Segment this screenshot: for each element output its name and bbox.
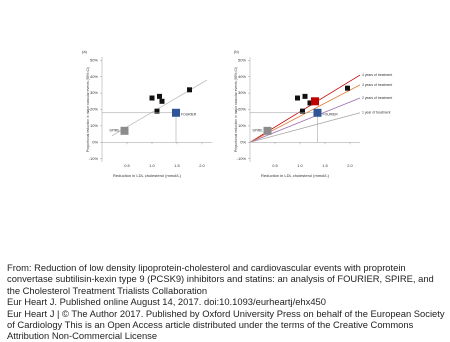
x-tick-label: 1.5 [174, 163, 180, 168]
y-tick-label: -10% [237, 156, 247, 161]
y-tick-label: 30% [90, 90, 98, 95]
y-tick-label: 20% [238, 107, 246, 112]
x-tick-label: 1.0 [297, 163, 303, 168]
point [307, 100, 313, 106]
point [172, 108, 180, 117]
point [345, 85, 350, 91]
point [311, 97, 319, 106]
y-tick-label: 0% [92, 139, 98, 144]
x-tick-label: 0.5 [124, 163, 130, 168]
point-label: FOURIER [181, 113, 197, 117]
point [120, 126, 129, 135]
y-tick-label: 10% [238, 123, 246, 128]
line-label: 1 year of treatment [362, 111, 391, 115]
x-tick-label: 1.0 [149, 163, 155, 168]
x-tick-label: 2.0 [199, 163, 205, 168]
caption-source: From: Reduction of low density lipoprote… [7, 262, 434, 296]
x-axis-label: Reduction in LDL cholesterol (mmol/L) [261, 173, 330, 178]
y-tick-label: 10% [90, 123, 98, 128]
chart-title: (a) [82, 49, 88, 54]
x-tick-label: 1.5 [322, 163, 328, 168]
point [187, 87, 192, 93]
caption: From: Reduction of low density lipoprote… [7, 262, 447, 342]
y-tick-label: 20% [90, 107, 98, 112]
point [154, 108, 160, 114]
y-tick-label: -10% [89, 156, 99, 161]
point [159, 98, 165, 104]
point-label: SPIRE [109, 129, 120, 133]
line-label: 2 years of treatment [362, 96, 392, 100]
y-tick-label: 50% [90, 57, 98, 62]
reference-line [249, 97, 361, 143]
point [313, 108, 322, 117]
point [157, 93, 162, 99]
y-axis-label: Proportional reduction in major vascular… [86, 67, 90, 152]
caption-published: Eur Heart J. Published online August 14,… [7, 296, 326, 308]
x-tick-label: 0.5 [272, 163, 278, 168]
point-label: SPIRE [252, 129, 263, 133]
point [302, 93, 308, 99]
point [263, 126, 272, 135]
line-label: 4 years of treatment [362, 73, 392, 77]
line-label: 3 years of treatment [362, 83, 392, 87]
x-axis-label: Reduction in LDL cholesterol (mmol/L) [113, 173, 182, 178]
reference-line [249, 112, 361, 143]
point-label: FOURIER [323, 113, 339, 117]
x-tick-label: 2.0 [347, 163, 353, 168]
caption-license: Eur Heart J | © The Author 2017. Publish… [7, 307, 445, 342]
y-tick-label: 50% [238, 57, 246, 62]
chart-title: (b) [234, 49, 240, 54]
y-tick-label: 0% [240, 139, 246, 144]
y-tick-label: 40% [238, 74, 246, 79]
point [149, 95, 155, 101]
point [300, 108, 305, 114]
figure: (a) Proportional reduction in major vascu… [82, 49, 392, 178]
point [295, 95, 300, 101]
y-tick-label: 30% [238, 90, 246, 95]
y-tick-label: 40% [90, 74, 98, 79]
y-axis-label: Proportional reduction in major vascular… [234, 67, 238, 152]
